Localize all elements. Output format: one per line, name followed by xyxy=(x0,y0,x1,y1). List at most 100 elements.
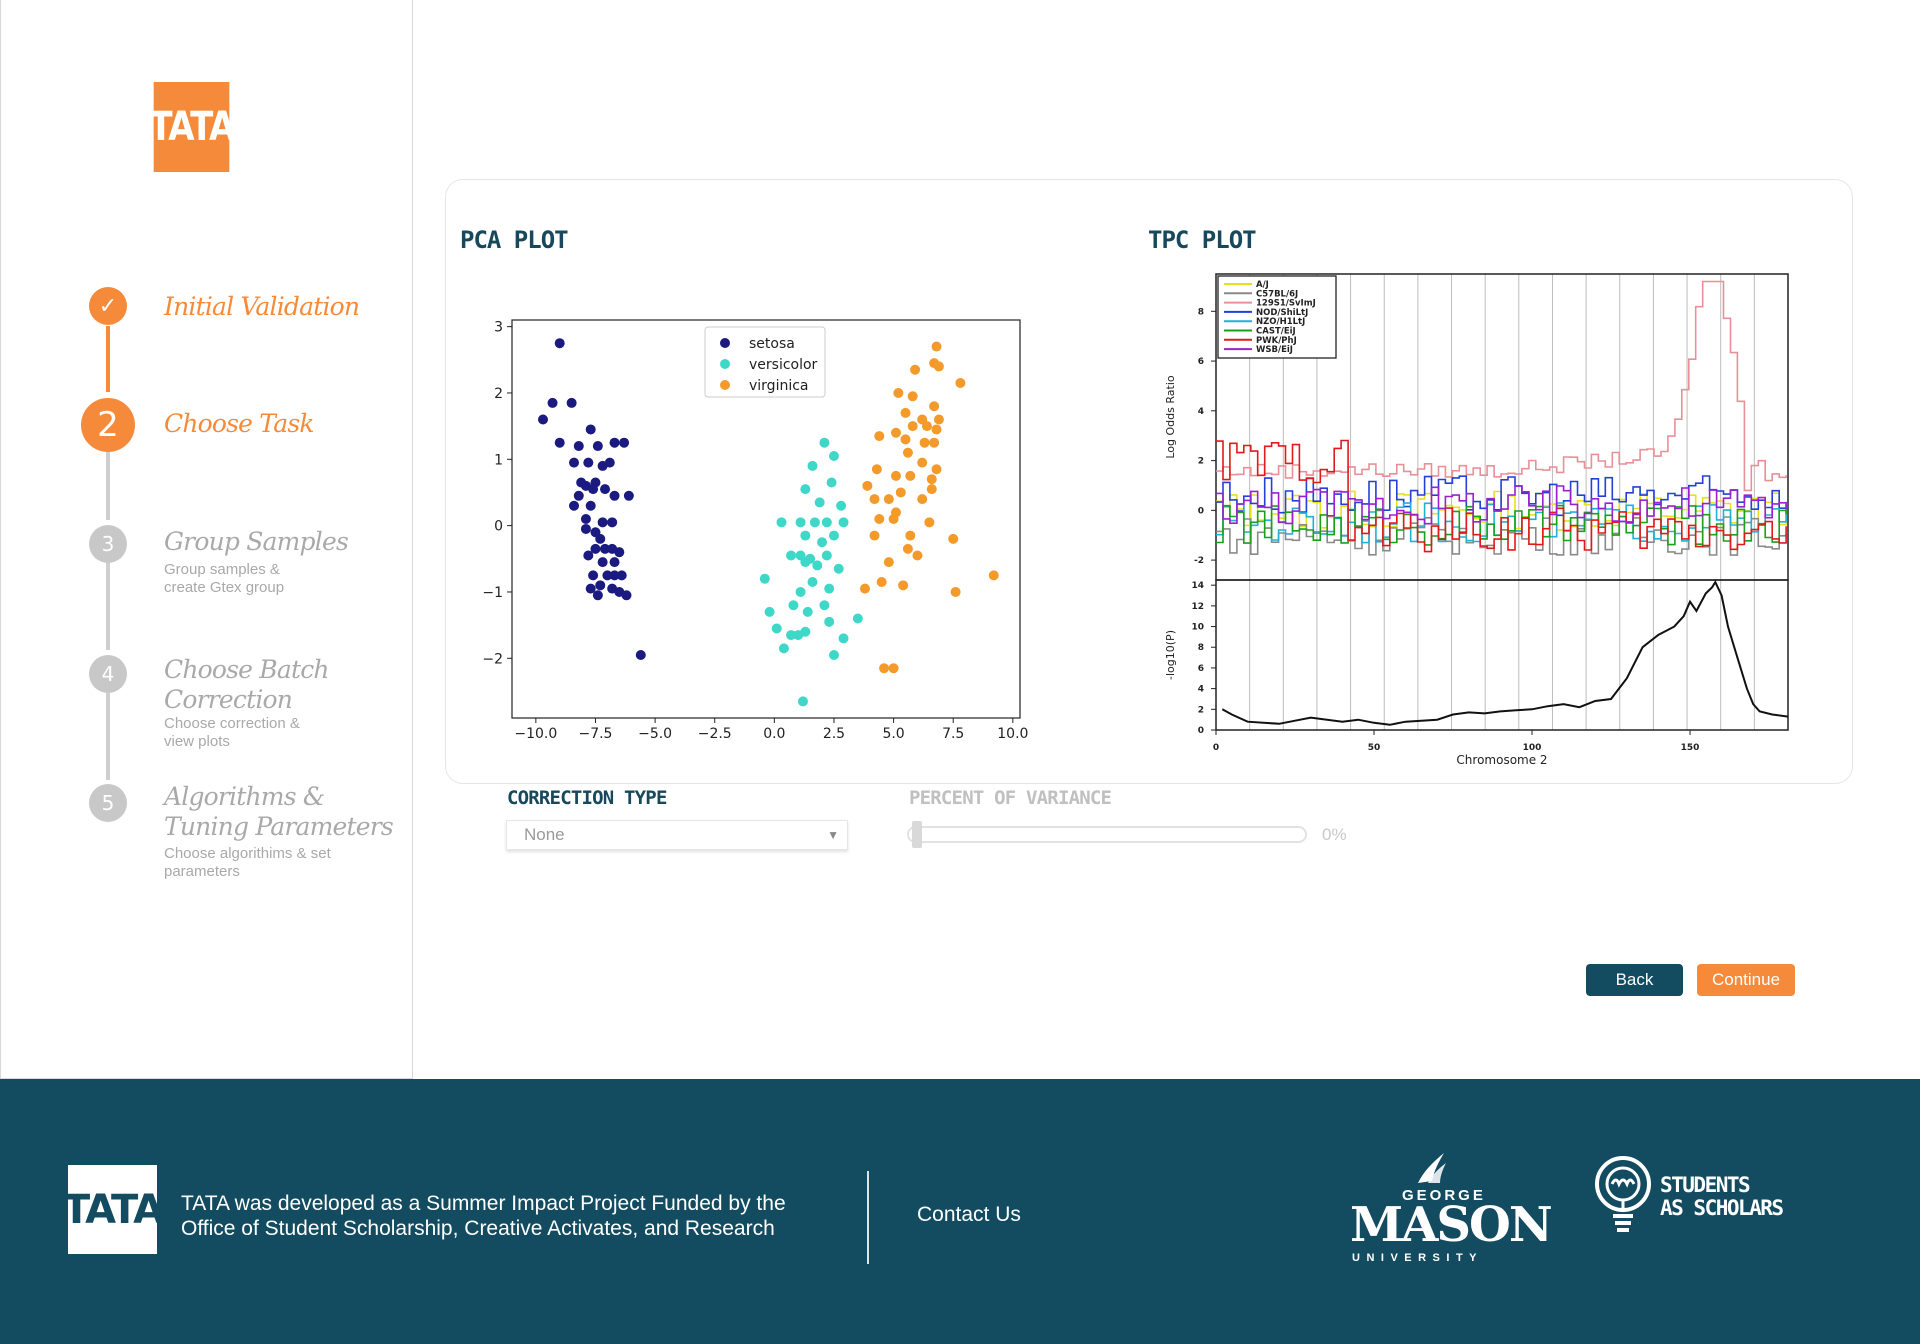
tpc-x-tick-label: 0 xyxy=(1213,743,1219,753)
pca-point-versicolor xyxy=(795,586,806,597)
tpc-legend xyxy=(1217,275,1337,359)
footer-divider xyxy=(867,1171,869,1264)
step-4-title-line2[interactable]: Correction xyxy=(164,685,293,714)
students-as-scholars-logo[interactable]: STUDENTS AS SCHOLARS xyxy=(1590,1156,1790,1274)
pca-point-setosa xyxy=(621,590,632,601)
pca-y-tick-label: 2 xyxy=(494,386,503,402)
continue-button[interactable]: Continue xyxy=(1697,964,1795,996)
tpc-bottom-frame xyxy=(1215,579,1789,731)
pca-point-versicolor xyxy=(788,600,799,611)
step-5-subtitle: Choose algorithims & set parameters xyxy=(164,845,331,880)
pca-point-versicolor xyxy=(828,450,839,461)
plots-card: PCA PLOT TPC PLOT −10.0 −7.5 −5.0 −2.5 0.0 2.… xyxy=(445,179,1853,784)
tpc-series-line-3 xyxy=(1216,475,1787,517)
pca-legend-label: versicolor xyxy=(749,357,818,373)
step-5-title-line1[interactable]: Algorithms & xyxy=(164,782,325,811)
pca-legend-marker xyxy=(720,380,730,390)
gmu-university-text: UNIVERSITY xyxy=(1352,1252,1484,1264)
pca-x-tick-label: 7.5 xyxy=(942,726,964,742)
tpc-top-y-tick-label: 2 xyxy=(1198,457,1204,467)
pca-point-virginica xyxy=(888,663,899,674)
back-button[interactable]: Back xyxy=(1586,964,1683,996)
pca-point-virginica xyxy=(862,480,873,491)
pca-point-versicolor xyxy=(824,583,835,594)
pca-point-virginica xyxy=(874,431,885,442)
pca-point-setosa xyxy=(583,550,594,561)
pca-point-virginica xyxy=(883,494,894,505)
pca-point-setosa xyxy=(585,424,596,435)
tpc-bottom-y-tick-label: 10 xyxy=(1191,623,1204,633)
tpc-x-tick-label: 100 xyxy=(1523,743,1542,753)
pca-point-virginica xyxy=(926,484,937,495)
pca-point-setosa xyxy=(592,441,603,452)
pca-x-tick-label: 10.0 xyxy=(997,726,1028,742)
pca-point-versicolor xyxy=(838,633,849,644)
pca-point-virginica xyxy=(921,421,932,432)
pca-point-setosa xyxy=(597,557,608,568)
step-3-subtitle: Group samples & create Gtex group xyxy=(164,561,285,596)
pca-point-versicolor xyxy=(819,437,830,448)
pca-point-versicolor xyxy=(802,606,813,617)
pca-point-virginica xyxy=(879,663,890,674)
pca-x-tick-label: 5.0 xyxy=(882,726,904,742)
pca-point-setosa xyxy=(600,484,611,495)
pca-point-virginica xyxy=(900,434,911,445)
pca-point-virginica xyxy=(888,514,899,524)
pca-point-versicolor xyxy=(812,560,823,571)
pca-point-versicolor xyxy=(836,500,847,511)
gmu-flame-icon xyxy=(1418,1153,1446,1183)
tpc-line-chart: 8 6 4 2 0 -2 Log Odds Ratio A/JC57BL/6J129S1/Sv… xyxy=(1164,273,1789,767)
pca-point-setosa xyxy=(588,570,599,581)
tpc-series-line-6 xyxy=(1216,439,1787,553)
pca-point-setosa xyxy=(569,457,580,468)
tpc-legend-label: 129S1/SvImJ xyxy=(1256,299,1316,309)
step-1-title[interactable]: Initial Validation xyxy=(164,292,360,321)
tpc-legend-label: NZO/H1LtJ xyxy=(1256,317,1305,327)
step-5-number: 5 xyxy=(89,784,127,822)
step-2-title[interactable]: Choose Task xyxy=(164,409,315,438)
step-4-title-line1[interactable]: Choose Batch xyxy=(164,655,330,684)
pca-point-setosa xyxy=(554,338,565,349)
pca-point-setosa xyxy=(592,590,603,601)
tpc-top-y-axis-label: Log Odds Ratio xyxy=(1164,375,1177,459)
pca-point-setosa xyxy=(607,517,618,528)
step-connector xyxy=(106,692,110,780)
pca-y-tick-label: −2 xyxy=(482,651,503,667)
pca-point-setosa xyxy=(585,500,596,511)
step-5-title-line2[interactable]: Tuning Parameters xyxy=(164,812,394,841)
chevron-down-icon: ▼ xyxy=(827,828,839,842)
percent-of-variance-slider[interactable] xyxy=(907,826,1307,843)
pca-point-versicolor xyxy=(821,550,832,561)
footer-tata-logo[interactable]: TATA xyxy=(63,1165,164,1254)
gmu-george-text: GEORGE xyxy=(1402,1187,1486,1204)
slider-thumb[interactable] xyxy=(912,821,922,848)
pca-point-virginica xyxy=(902,543,913,554)
pca-point-versicolor xyxy=(759,573,770,584)
step-3-title[interactable]: Group Samples xyxy=(164,527,349,556)
pca-point-virginica xyxy=(988,570,999,581)
tpc-top-y-tick-label: 6 xyxy=(1198,357,1204,367)
tpc-top-y-tick-label: -2 xyxy=(1194,556,1204,566)
contact-us-link[interactable]: Contact Us xyxy=(917,1203,1021,1226)
lightbulb-icon xyxy=(1595,1156,1651,1232)
pca-point-virginica xyxy=(876,577,887,588)
pca-y-tick-label: 1 xyxy=(494,452,503,468)
pca-point-setosa xyxy=(583,457,594,468)
tata-logo[interactable]: TATA xyxy=(149,82,235,172)
george-mason-logo[interactable]: GEORGE MASON UNIVERSITY xyxy=(1350,1149,1553,1264)
tpc-legend-label: WSB/EiJ xyxy=(1256,345,1293,355)
pca-point-versicolor xyxy=(776,517,787,528)
tpc-bottom-y-tick-label: 4 xyxy=(1198,685,1204,695)
correction-type-select[interactable]: None ▼ xyxy=(506,820,848,850)
pca-point-setosa xyxy=(573,490,584,501)
pca-point-versicolor xyxy=(833,563,844,574)
pca-point-versicolor xyxy=(795,517,806,528)
pca-point-virginica xyxy=(926,474,937,485)
pca-point-setosa xyxy=(635,649,646,660)
tpc-bottom-y-tick-label: 14 xyxy=(1191,581,1204,591)
pca-point-virginica xyxy=(931,424,942,435)
pca-legend xyxy=(704,326,826,398)
pca-point-setosa xyxy=(600,543,611,554)
pca-point-setosa xyxy=(609,570,620,581)
pca-point-virginica xyxy=(869,530,880,541)
